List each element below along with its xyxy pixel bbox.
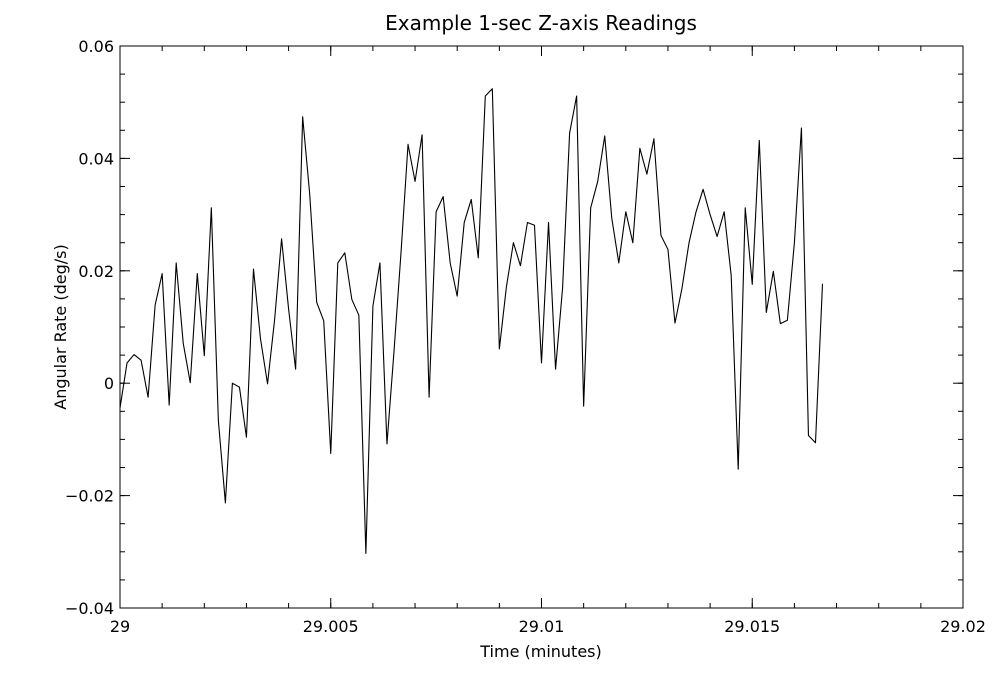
x-tick-label: 29.02: [940, 617, 986, 636]
chart-title: Example 1-sec Z-axis Readings: [385, 11, 697, 35]
y-tick-label: 0.02: [78, 262, 114, 281]
series-line: [119, 88, 824, 555]
x-tick-label: 29.01: [519, 617, 565, 636]
x-axis-label: Time (minutes): [479, 642, 602, 661]
plot-frame: [119, 45, 964, 609]
tick-labels: 29 29.005 29.01 29.015 29.02 −0.04 −0.02 0 0.02 0…: [65, 37, 986, 636]
x-tick-label: 29.005: [303, 617, 359, 636]
y-axis-label: Angular Rate (deg/s): [51, 244, 70, 409]
y-tick-label: −0.02: [65, 487, 114, 506]
axes: [119, 45, 964, 609]
x-tick-label: 29.015: [724, 617, 780, 636]
y-tick-label: 0.06: [78, 37, 114, 56]
x-tick-label: 29: [110, 617, 130, 636]
y-tick-label: 0: [104, 374, 114, 393]
y-tick-label: 0.04: [78, 149, 114, 168]
ticks: [119, 45, 964, 609]
y-tick-label: −0.04: [65, 599, 114, 618]
